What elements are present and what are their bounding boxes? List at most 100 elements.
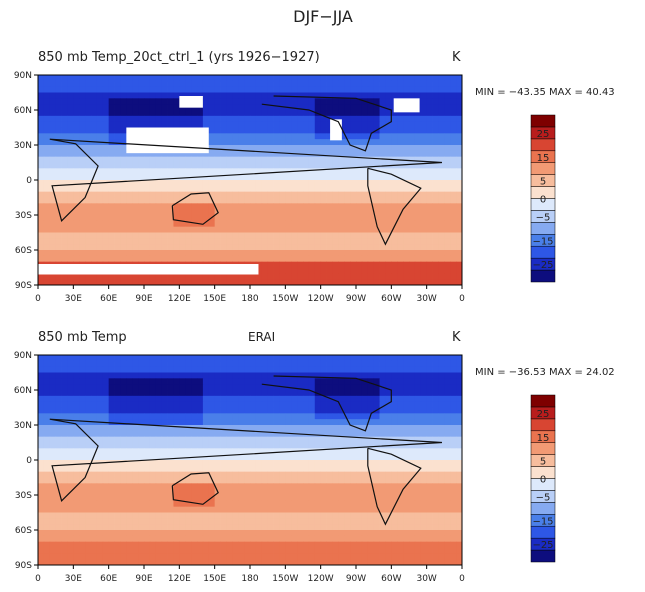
heat-cell xyxy=(344,524,351,531)
heat-cell xyxy=(161,419,168,426)
heat-cell xyxy=(132,541,139,548)
heat-cell xyxy=(167,460,174,467)
heat-cell xyxy=(79,506,86,513)
heat-cell xyxy=(273,378,280,385)
heat-cell xyxy=(356,524,363,531)
heat-cell xyxy=(197,162,204,169)
heat-cell xyxy=(285,215,292,222)
heat-cell xyxy=(167,279,174,286)
heat-cell xyxy=(326,372,333,379)
heat-cell xyxy=(420,390,428,397)
heat-cell xyxy=(273,425,280,432)
heat-cell xyxy=(285,255,292,263)
heat-cell xyxy=(108,180,115,187)
heat-cell xyxy=(197,279,204,286)
heat-cell xyxy=(55,524,62,531)
heat-cell xyxy=(132,244,139,251)
heat-cell xyxy=(220,185,227,193)
heat-cell xyxy=(397,372,404,379)
heat-cell xyxy=(261,372,269,379)
heat-cell xyxy=(244,139,251,146)
heat-cell xyxy=(161,75,168,82)
heat-cell xyxy=(361,86,369,93)
heat-cell xyxy=(338,489,345,496)
heat-cell xyxy=(96,168,104,175)
heat-cell xyxy=(73,372,80,379)
heat-cell xyxy=(403,477,410,484)
heat-cell xyxy=(255,127,263,134)
heat-cell xyxy=(332,360,339,368)
heat-cell xyxy=(385,226,392,233)
heat-cell xyxy=(356,156,363,163)
heat-cell xyxy=(291,407,298,414)
heat-cell xyxy=(114,448,121,455)
heat-cell xyxy=(279,209,286,216)
heat-cell xyxy=(356,203,363,210)
heat-cell xyxy=(167,518,174,525)
heat-cell xyxy=(85,535,92,543)
heat-cell xyxy=(361,226,369,233)
heat-cell xyxy=(438,407,445,414)
heat-cell xyxy=(214,378,221,385)
heat-cell xyxy=(456,279,463,286)
heat-cell xyxy=(49,279,57,286)
heat-cell xyxy=(197,250,204,257)
heat-cell xyxy=(350,384,357,391)
heat-cell xyxy=(255,180,263,187)
heat-cell xyxy=(202,121,210,128)
heat-cell xyxy=(456,366,463,373)
heat-cell xyxy=(144,250,151,257)
heat-cell xyxy=(367,436,375,443)
heat-cell xyxy=(96,150,104,158)
heat-cell xyxy=(214,150,221,158)
heat-cell xyxy=(338,197,345,204)
heat-cell xyxy=(332,407,339,414)
heat-cell xyxy=(38,156,45,163)
heat-cell xyxy=(132,395,139,403)
heat-cell xyxy=(173,495,180,502)
heat-cell xyxy=(338,104,345,111)
heat-cell xyxy=(67,407,74,414)
heat-cell xyxy=(385,460,392,467)
heat-cell xyxy=(456,121,463,128)
heat-cell xyxy=(308,430,316,438)
heat-cell xyxy=(438,454,445,461)
lon-tick-label: 0 xyxy=(459,294,465,304)
heat-cell xyxy=(373,267,380,274)
heat-cell xyxy=(238,506,245,513)
heat-cell xyxy=(426,156,433,163)
heat-cell xyxy=(102,436,110,443)
heat-cell xyxy=(303,209,310,216)
heat-cell xyxy=(403,407,410,414)
heat-cell xyxy=(120,401,127,408)
heat-cell xyxy=(161,185,168,193)
heat-cell xyxy=(108,226,115,233)
heat-cell xyxy=(426,255,433,263)
heat-cell xyxy=(350,127,357,134)
heat-cell xyxy=(38,366,45,373)
heat-cell xyxy=(155,390,163,397)
heat-cell xyxy=(61,174,68,181)
heat-cell xyxy=(297,232,304,239)
heat-cell xyxy=(279,197,286,204)
heat-cell xyxy=(385,279,392,286)
heat-cell xyxy=(320,518,327,525)
heat-cell xyxy=(414,267,422,274)
heat-cell xyxy=(173,75,180,82)
heat-cell xyxy=(350,98,357,105)
heat-cell xyxy=(444,168,451,175)
heat-cell xyxy=(273,512,280,519)
heat-cell xyxy=(73,489,80,496)
heat-cell xyxy=(108,401,115,408)
heat-cell xyxy=(338,226,345,233)
heat-cell xyxy=(303,506,310,513)
heat-cell xyxy=(244,419,251,426)
heat-cell xyxy=(220,145,227,152)
heat-cell xyxy=(291,454,298,461)
heat-cell xyxy=(208,174,216,181)
heat-cell xyxy=(102,104,110,111)
heat-cell xyxy=(432,436,439,443)
heat-cell xyxy=(326,139,333,146)
heat-cell xyxy=(185,250,192,257)
heat-cell xyxy=(114,460,121,467)
